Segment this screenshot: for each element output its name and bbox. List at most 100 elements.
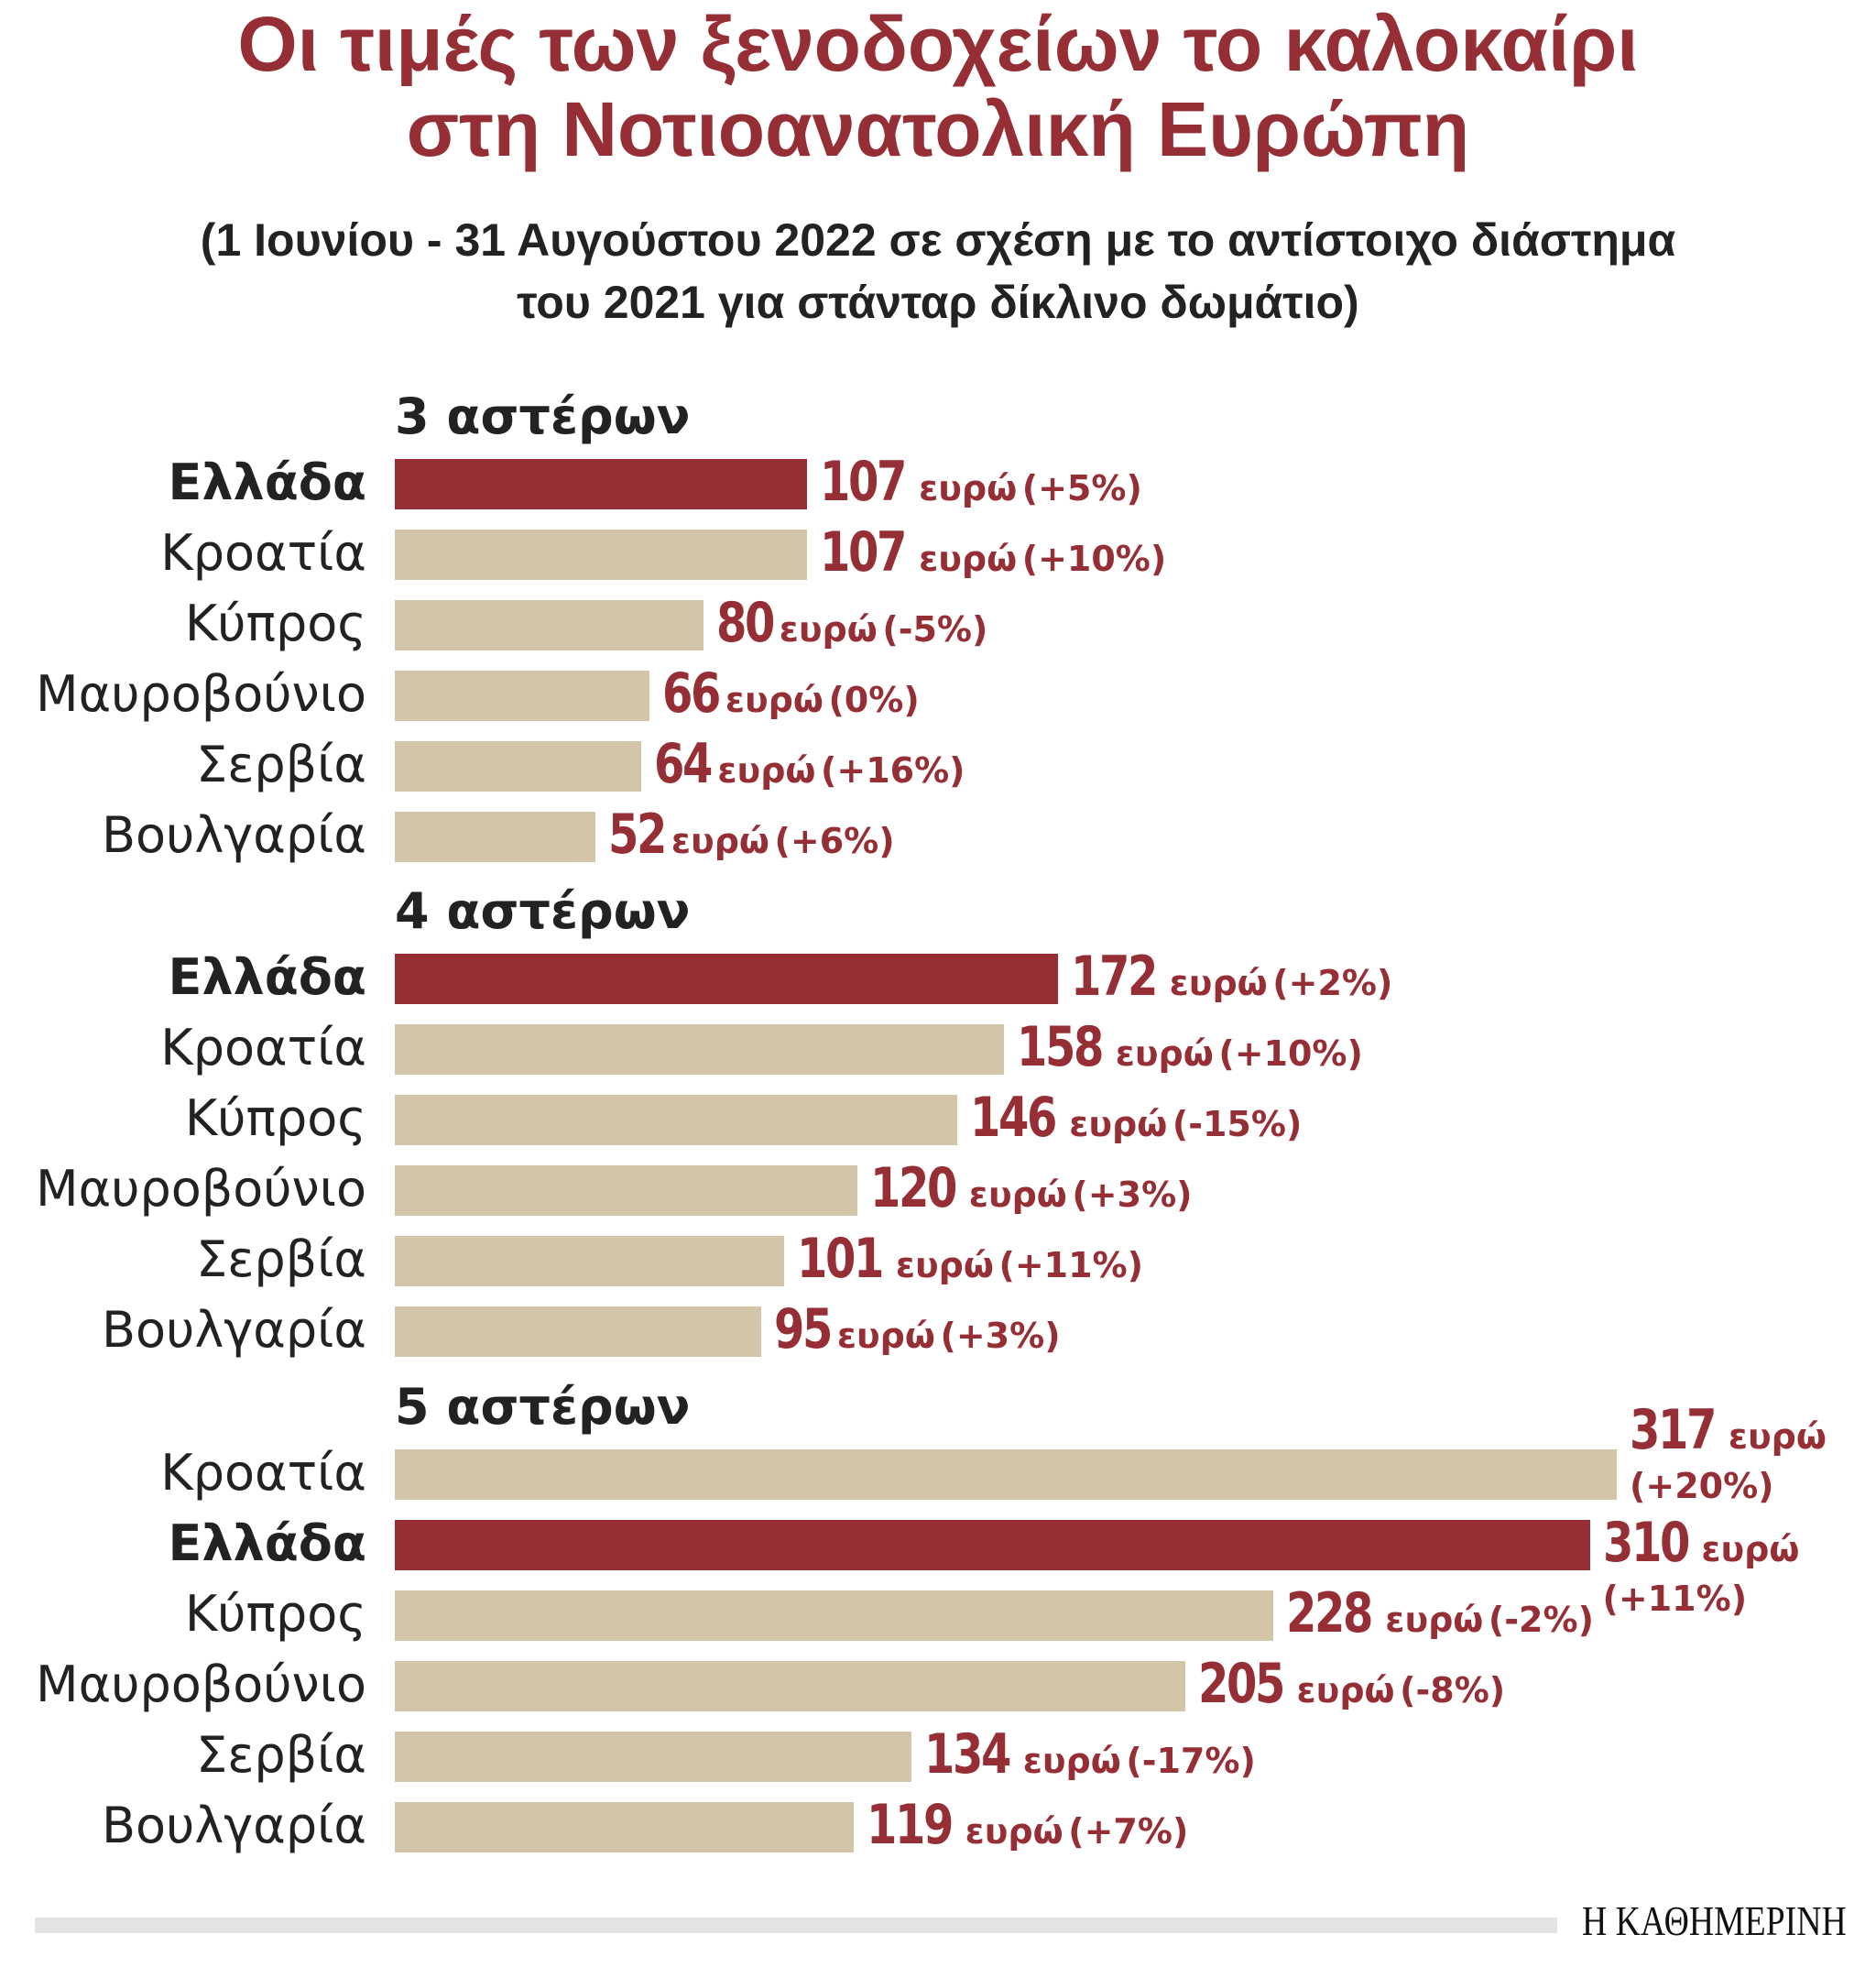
country-label: Βουλγαρία: [102, 806, 366, 864]
value-number: 310: [1602, 1511, 1690, 1575]
value-label: 228 ευρώ (-2%): [1286, 1581, 1594, 1648]
value-number: 172: [1070, 945, 1158, 1009]
value-change: (+10%): [1218, 1033, 1363, 1074]
value-unit: ευρώ: [919, 539, 1018, 579]
value-change: (+11%): [998, 1245, 1143, 1285]
value-label: 80 ευρώ (-5%): [716, 596, 988, 658]
value-label: 120 ευρώ (+3%): [869, 1156, 1193, 1223]
country-label: Σερβία: [196, 1726, 366, 1784]
bar: [395, 1732, 911, 1782]
section-title: 5 αστέρων: [395, 1378, 691, 1436]
value-change: (+6%): [774, 821, 895, 861]
bar: [395, 1306, 761, 1357]
bar: [395, 1590, 1274, 1641]
bar: [395, 1661, 1185, 1711]
value-unit: ευρώ: [1728, 1416, 1827, 1457]
value-change: (-2%): [1488, 1600, 1594, 1640]
value-number: 146: [970, 1086, 1057, 1150]
country-label: Ελλάδα: [168, 454, 366, 511]
footer-divider: [35, 1918, 1557, 1933]
value-label: 52 ευρώ (+6%): [607, 803, 895, 869]
value-change: (+20%): [1630, 1466, 1774, 1506]
value-change: (0%): [828, 680, 920, 720]
value-change: (+16%): [821, 750, 965, 791]
value-unit: ευρώ: [717, 750, 816, 791]
value-number: 66: [661, 661, 721, 726]
bar: [395, 812, 595, 862]
country-label: Κροατία: [160, 524, 366, 582]
value-label: 134 ευρώ (-17%): [923, 1722, 1256, 1789]
value-number: 120: [869, 1156, 957, 1220]
value-number: 107: [820, 450, 907, 514]
country-label: Βουλγαρία: [102, 1797, 366, 1854]
value-unit: ευρώ: [1701, 1529, 1800, 1569]
value-label: 107 ευρώ (+10%): [820, 520, 1167, 587]
value-label: 119 ευρώ (+7%): [867, 1798, 1189, 1860]
country-label: Βουλγαρία: [102, 1301, 366, 1359]
value-number: 64: [654, 732, 713, 796]
value-change: (+10%): [1021, 539, 1167, 579]
value-unit: ευρώ: [1296, 1670, 1395, 1710]
country-label: Κροατία: [160, 1019, 366, 1076]
country-label: Σερβία: [196, 1230, 366, 1288]
value-change: (+2%): [1272, 963, 1393, 1003]
value-change: (+5%): [1021, 468, 1142, 508]
value-change: (+3%): [1072, 1175, 1193, 1215]
value-number: 95: [773, 1297, 833, 1361]
value-label: 66 ευρώ (0%): [661, 661, 920, 728]
section-title: 3 αστέρων: [395, 388, 691, 445]
value-number: 107: [820, 520, 907, 585]
value-label: 146 ευρώ (-15%): [970, 1086, 1303, 1153]
value-number: 52: [607, 803, 667, 867]
value-change: (-8%): [1400, 1670, 1506, 1710]
value-unit: ευρώ: [895, 1245, 994, 1285]
value-change: (-17%): [1126, 1741, 1256, 1781]
country-label: Μαυροβούνιο: [36, 1160, 366, 1218]
value-unit: ευρώ: [725, 680, 823, 720]
bar: [395, 1449, 1617, 1500]
value-change: (-15%): [1172, 1104, 1303, 1144]
country-label: Σερβία: [196, 736, 366, 793]
value-label: 95 ευρώ (+3%): [773, 1297, 1061, 1364]
bar: [395, 741, 642, 792]
value-number: 158: [1016, 1015, 1104, 1079]
country-label: Κύπρος: [184, 595, 366, 652]
country-label: Κροατία: [160, 1444, 366, 1502]
value-change: (-5%): [882, 609, 988, 650]
value-label: 172 ευρώ (+2%): [1070, 945, 1393, 1011]
chart-title-line-2: στη Νοτιοανατολική Ευρώπη: [406, 86, 1470, 172]
value-unit: ευρώ: [1169, 963, 1268, 1003]
chart-subtitle-line-2: του 2021 για στάνταρ δίκλινο δωμάτιο): [517, 277, 1359, 328]
value-unit: ευρώ: [836, 1316, 935, 1356]
bar: [395, 600, 704, 650]
value-label: 310 ευρώ (+11%): [1602, 1511, 1800, 1620]
country-label: Κύπρος: [184, 1089, 366, 1147]
value-label: 205 ευρώ (-8%): [1198, 1656, 1506, 1719]
value-unit: ευρώ: [671, 821, 769, 861]
value-unit: ευρώ: [968, 1175, 1067, 1215]
bar: [395, 671, 649, 721]
value-change: (+11%): [1602, 1579, 1748, 1619]
value-unit: ευρώ: [1022, 1741, 1121, 1781]
chart-title-line-1: Οι τιμές των ξενοδοχείων το καλοκαίρι: [237, 1, 1639, 87]
bar: [395, 530, 808, 580]
country-label: Μαυροβούνιο: [36, 665, 366, 723]
country-label: Μαυροβούνιο: [36, 1656, 366, 1713]
value-change: (+7%): [1068, 1811, 1189, 1852]
value-unit: ευρώ: [1115, 1033, 1214, 1074]
value-unit: ευρώ: [919, 468, 1018, 508]
value-number: 101: [797, 1227, 884, 1291]
country-label: Ελλάδα: [168, 948, 366, 1006]
bar: [395, 1024, 1004, 1075]
value-number: 228: [1286, 1581, 1373, 1645]
value-label: 158 ευρώ (+10%): [1016, 1015, 1363, 1082]
bar: [395, 459, 808, 509]
value-unit: ευρώ: [1069, 1104, 1168, 1144]
bar: [395, 1520, 1590, 1570]
bar: [395, 1095, 958, 1145]
bar: [395, 954, 1058, 1004]
country-label: Κύπρος: [184, 1585, 366, 1643]
chart-subtitle-line-1: (1 Ιουνίου - 31 Αυγούστου 2022 σε σχέση …: [200, 214, 1676, 266]
value-number: 134: [923, 1722, 1011, 1787]
bar: [395, 1236, 785, 1286]
